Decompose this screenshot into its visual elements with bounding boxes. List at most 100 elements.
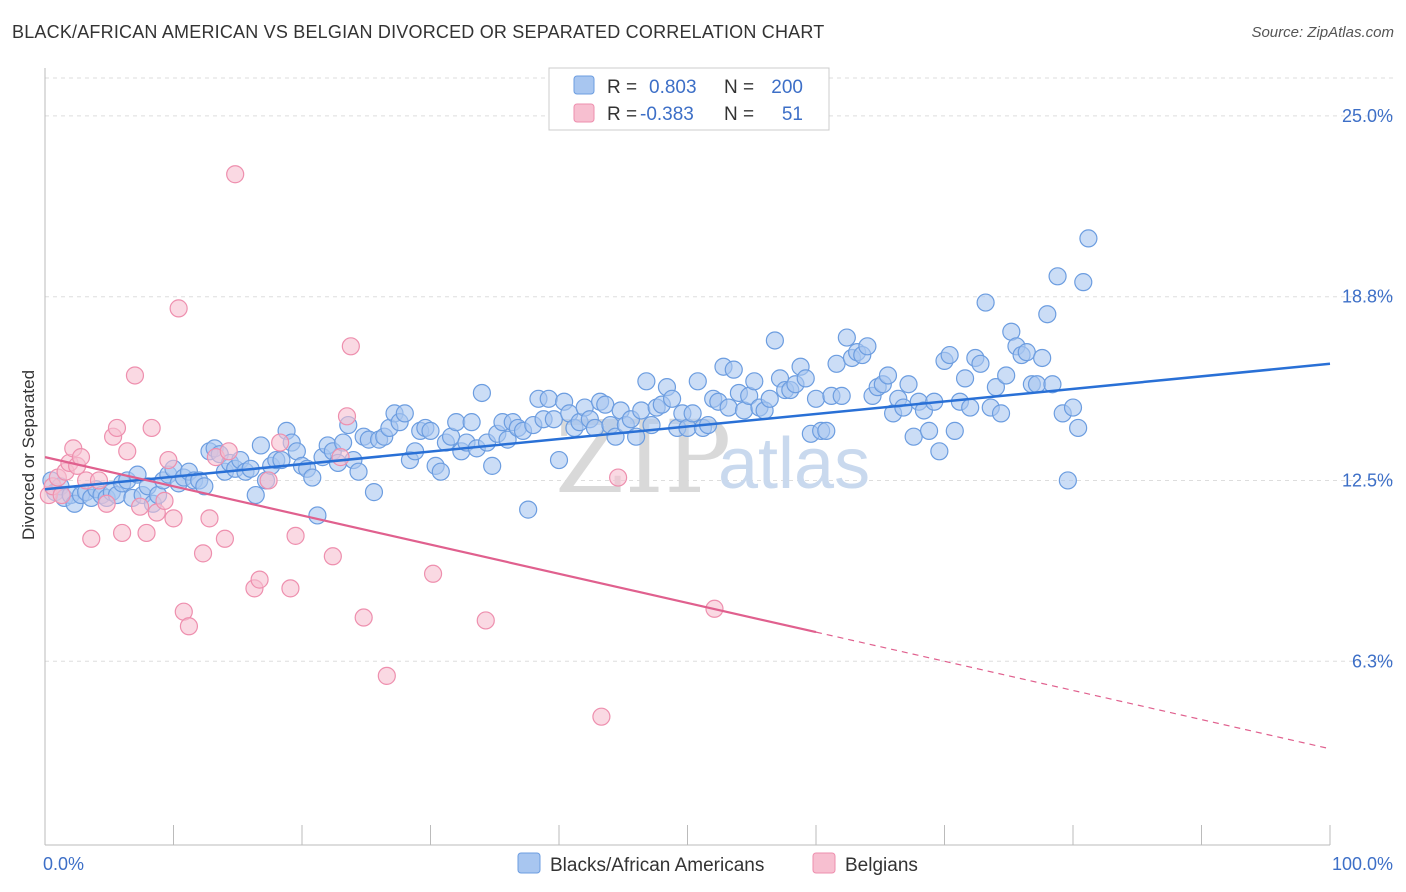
belgians-point: [107, 418, 127, 438]
blacks-point: [919, 421, 939, 440]
belgians-point: [155, 491, 174, 510]
x-tick-label: 0.0%: [43, 854, 84, 874]
blacks-point: [472, 383, 491, 403]
belgians-point: [250, 570, 269, 589]
blacks-point: [1058, 471, 1077, 490]
belgians-point: [219, 442, 238, 461]
blacks-point: [246, 485, 265, 505]
y-tick-label: 12.5%: [1342, 470, 1393, 490]
blacks-point: [483, 456, 502, 475]
belgians-point: [331, 448, 350, 467]
blacks-point: [997, 366, 1016, 385]
trend-line-belgians-extension: [815, 631, 1331, 750]
blacks-point: [832, 386, 851, 405]
blacks-point: [1038, 305, 1057, 324]
source-label: Source: ZipAtlas.com: [1251, 24, 1394, 41]
legend-n-label-pink: N =: [724, 104, 754, 125]
belgians-point: [377, 666, 396, 685]
y-tick-label: 25.0%: [1342, 106, 1393, 126]
blacks-point: [796, 369, 815, 388]
blacks-point: [447, 413, 466, 432]
axes: [44, 68, 1331, 846]
bottom-legend-swatch-blue: [517, 852, 541, 874]
blacks-point: [1069, 418, 1088, 438]
belgians-point: [112, 523, 132, 543]
belgians-point: [130, 497, 150, 516]
blacks-point: [1074, 273, 1093, 292]
blacks-point: [683, 404, 702, 423]
bottom-legend-label-pink: Belgians: [845, 855, 918, 876]
belgians-point: [476, 611, 495, 630]
belgians-point: [137, 523, 156, 543]
belgians-point: [323, 547, 342, 566]
blacks-point: [1043, 375, 1062, 394]
bottom-legend: Blacks/African Americans Belgians: [517, 852, 918, 876]
blacks-point: [745, 372, 764, 391]
blacks-point: [945, 421, 964, 440]
belgians-point: [286, 526, 305, 545]
belgians-point: [164, 509, 183, 528]
blacks-point: [462, 413, 481, 432]
belgians-point: [354, 608, 373, 627]
belgians-point: [423, 564, 443, 583]
belgians-point: [337, 407, 357, 426]
blacks-point: [364, 483, 384, 502]
blacks-point: [760, 389, 779, 408]
belgians-point: [169, 299, 188, 318]
series-belgians: [39, 165, 724, 726]
watermark: ZIP atlas: [555, 399, 870, 516]
legend-r-label-blue: R =: [607, 77, 637, 98]
blacks-point: [976, 293, 995, 312]
chart-title: BLACK/AFRICAN AMERICAN VS BELGIAN DIVORC…: [12, 22, 825, 42]
belgians-point: [82, 529, 101, 548]
blacks-point: [688, 372, 707, 391]
belgians-point: [609, 468, 628, 487]
blacks-point: [251, 436, 270, 455]
blacks-point: [878, 366, 898, 385]
belgians-point: [592, 707, 611, 726]
blacks-point: [894, 398, 913, 417]
belgians-point: [215, 529, 234, 548]
blacks-point: [930, 442, 949, 461]
belgians-point: [89, 471, 109, 490]
belgians-point: [341, 337, 360, 356]
belgians-point: [125, 366, 145, 385]
blacks-point: [421, 421, 440, 440]
watermark-atlas: atlas: [718, 424, 870, 504]
belgians-point: [193, 544, 213, 563]
blacks-point: [719, 398, 738, 417]
blacks-point: [349, 462, 368, 481]
blacks-point: [837, 328, 856, 347]
trend-lines: [44, 362, 1331, 750]
x-tick-label: 100.0%: [1332, 854, 1393, 874]
blacks-point: [1063, 398, 1083, 417]
legend-r-value-blue: 0.803: [649, 77, 697, 98]
trend-line-blacks: [44, 362, 1331, 491]
bottom-legend-label-blue: Blacks/African Americans: [550, 855, 764, 876]
bottom-legend-swatch-pink: [812, 852, 836, 874]
blacks-point: [904, 427, 923, 446]
blacks-point: [955, 369, 975, 388]
legend-n-label-blue: N =: [724, 77, 754, 98]
legend-n-value-blue: 200: [771, 77, 803, 98]
legend-swatch-pink: [573, 103, 595, 123]
blacks-point: [395, 404, 414, 423]
blacks-point: [662, 389, 682, 408]
belgians-point: [200, 509, 219, 528]
blacks-point: [195, 477, 214, 496]
blacks-point: [431, 462, 450, 481]
legend-r-value-pink: -0.383: [640, 104, 694, 125]
blacks-point: [858, 337, 877, 356]
trend-line-belgians: [44, 456, 817, 634]
blacks-point: [1017, 343, 1036, 362]
belgians-point: [281, 579, 300, 598]
blacks-point: [961, 398, 980, 417]
tick-labels: 6.3% 12.5% 18.8% 25.0% 0.0% 100.0%: [43, 106, 1393, 874]
belgians-point: [142, 418, 161, 438]
legend: R = 0.803 N = 200 R = -0.383 N = 51: [548, 67, 830, 131]
y-axis-title: Divorced or Separated: [19, 370, 38, 540]
blacks-point: [817, 421, 836, 440]
blacks-point: [544, 410, 563, 429]
blacks-point: [549, 450, 569, 470]
